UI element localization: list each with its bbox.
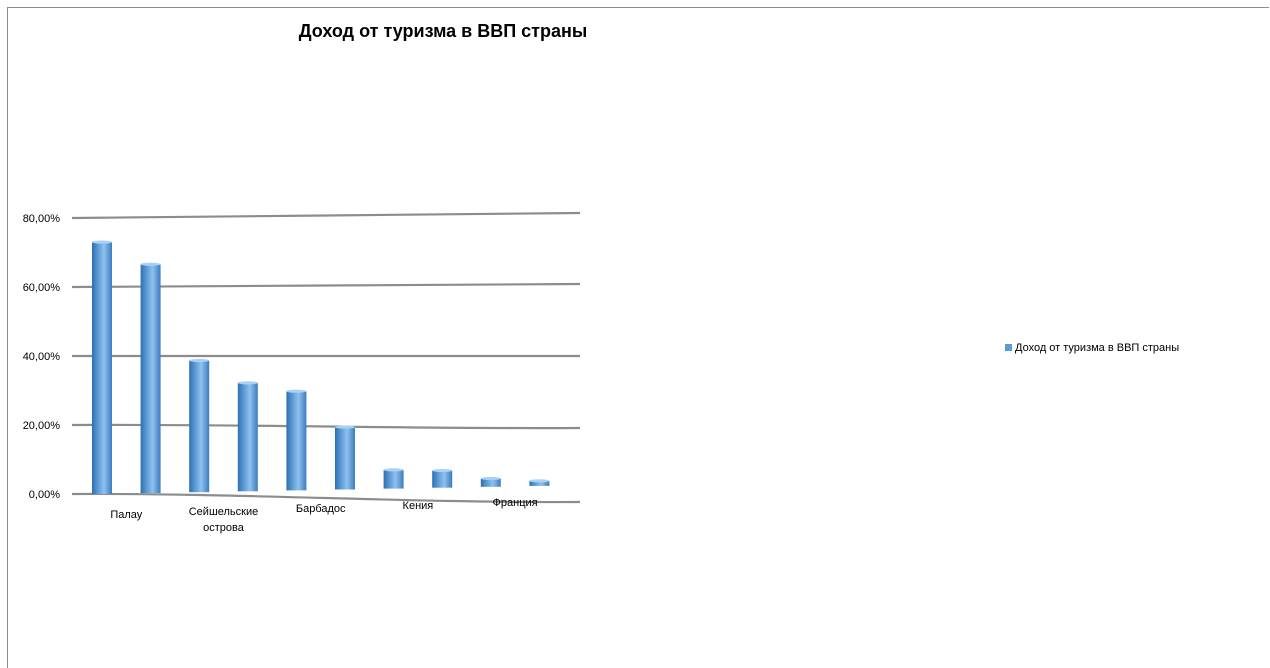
- bar: [432, 471, 452, 488]
- y-tick-label: 60,00%: [23, 282, 61, 294]
- y-tick-label: 0,00%: [29, 489, 60, 501]
- chart-title: Доход от туризма в ВВП страны: [299, 21, 587, 41]
- bar-top: [238, 381, 258, 384]
- x-axis-ticks: Палау Сейшельские острова Барбадос Кения Фран…: [110, 497, 537, 534]
- bar: [141, 264, 161, 493]
- gridline: [72, 213, 580, 218]
- bar-top: [141, 263, 161, 266]
- bar-top: [92, 241, 112, 244]
- bars: [92, 241, 549, 494]
- x-tick-label: Палау: [110, 509, 142, 521]
- y-tick-label: 40,00%: [23, 351, 61, 363]
- x-tick-label: Кения: [403, 500, 434, 512]
- bar: [92, 242, 112, 494]
- bar-top: [529, 479, 549, 482]
- bar-top: [286, 390, 306, 393]
- x-tick-label: Франция: [493, 497, 538, 509]
- bar-top: [432, 469, 452, 472]
- x-tick-label: Барбадос: [296, 503, 346, 515]
- bar: [335, 427, 355, 489]
- x-tick-label: Сейшельские острова: [189, 506, 259, 534]
- bar: [384, 470, 404, 489]
- y-tick-label: 20,00%: [23, 420, 61, 432]
- bar-top: [189, 359, 209, 362]
- bar: [286, 391, 306, 490]
- legend-swatch: [1005, 344, 1012, 351]
- bar-top: [481, 477, 501, 480]
- bar-top: [384, 468, 404, 471]
- bar: [238, 383, 258, 491]
- bar: [189, 360, 209, 492]
- legend: Доход от туризма в ВВП страны: [1005, 342, 1179, 354]
- y-tick-label: 80,00%: [23, 213, 61, 225]
- y-axis-ticks: 0,00% 20,00% 40,00% 60,00% 80,00%: [23, 213, 61, 501]
- bar-top: [335, 425, 355, 428]
- legend-label: Доход от туризма в ВВП страны: [1015, 342, 1179, 354]
